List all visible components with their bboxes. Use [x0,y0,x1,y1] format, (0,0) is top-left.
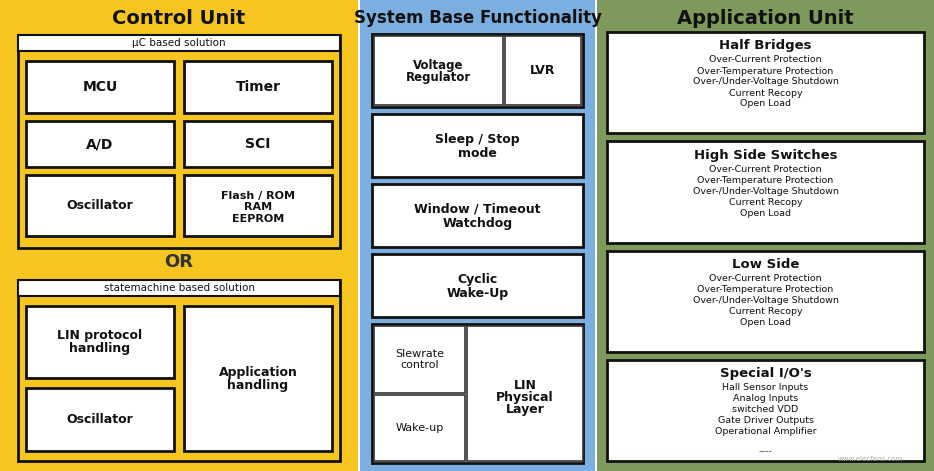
Text: Over-Temperature Protection: Over-Temperature Protection [698,176,834,185]
Text: Application: Application [219,366,297,379]
Text: Sleep / Stop: Sleep / Stop [435,133,520,146]
Bar [18,280,340,461]
Bar [597,0,934,471]
Text: Oscillator: Oscillator [66,413,134,426]
Bar [26,61,174,113]
Bar [607,32,924,133]
Text: System Base Functionality: System Base Functionality [353,9,601,27]
Bar [26,388,174,451]
Bar [184,61,332,113]
Bar [467,326,583,461]
Text: A/D: A/D [86,137,114,151]
Text: Control Unit: Control Unit [112,8,246,27]
Bar [18,280,340,296]
Text: Over-/Under-Voltage Shutdown: Over-/Under-Voltage Shutdown [693,296,839,305]
Text: OR: OR [164,253,193,271]
Text: handling: handling [228,379,289,392]
Text: Low Side: Low Side [732,258,800,271]
Text: LIN: LIN [514,379,536,392]
Bar [504,36,581,105]
Text: Gate Driver Outputs: Gate Driver Outputs [717,416,814,425]
Text: LVR: LVR [531,64,556,77]
Text: Current Recopy: Current Recopy [729,307,802,316]
Bar [18,35,340,51]
Text: Oscillator: Oscillator [66,199,134,212]
Text: Wake-up: Wake-up [395,423,444,433]
Bar [26,121,174,167]
Bar [360,0,595,471]
Bar [372,254,583,317]
Text: Regulator: Regulator [405,71,471,84]
Bar [374,395,465,461]
Bar [184,175,332,236]
Text: μC based solution: μC based solution [133,38,226,48]
Bar [374,326,465,392]
Text: Analog Inputs: Analog Inputs [733,394,799,403]
Bar [607,251,924,352]
Text: Over-/Under-Voltage Shutdown: Over-/Under-Voltage Shutdown [693,78,839,87]
Bar [372,114,583,177]
Text: MCU: MCU [82,80,118,94]
Text: Application Unit: Application Unit [677,8,854,27]
Text: www.elecfans.com: www.elecfans.com [838,456,902,462]
Bar [607,360,924,461]
Text: Operational Amplifier: Operational Amplifier [715,427,816,436]
Text: Timer: Timer [235,80,280,94]
Text: mode: mode [458,147,497,160]
Bar [18,35,340,248]
Text: Voltage: Voltage [413,59,463,72]
Text: SCI: SCI [246,137,271,151]
Text: RAM: RAM [244,203,272,212]
Text: handling: handling [69,342,131,356]
Text: Open Load: Open Load [740,99,791,108]
Bar [0,0,358,471]
Text: LIN protocol: LIN protocol [57,329,143,342]
Text: Wake-Up: Wake-Up [446,287,508,300]
Bar [184,121,332,167]
Bar [372,324,583,463]
Text: switched VDD: switched VDD [732,405,799,414]
Text: Current Recopy: Current Recopy [729,198,802,207]
Text: EEPROM: EEPROM [232,213,284,224]
Text: Over-Temperature Protection: Over-Temperature Protection [698,285,834,294]
Text: Over-/Under-Voltage Shutdown: Over-/Under-Voltage Shutdown [693,187,839,196]
Text: Over-Current Protection: Over-Current Protection [709,274,822,283]
Text: Half Bridges: Half Bridges [719,40,812,52]
Text: Current Recopy: Current Recopy [729,89,802,97]
Text: Open Load: Open Load [740,209,791,218]
Text: control: control [400,360,439,370]
Text: Open Load: Open Load [740,318,791,327]
Text: Window / Timeout: Window / Timeout [415,203,541,216]
Bar [372,34,583,107]
Text: Over-Current Protection: Over-Current Protection [709,165,822,174]
Bar [184,306,332,451]
Text: Hall Sensor Inputs: Hall Sensor Inputs [722,383,809,392]
Bar [607,141,924,243]
Bar [374,36,502,105]
Text: statemachine based solution: statemachine based solution [104,283,254,293]
Text: Flash / ROM: Flash / ROM [221,192,295,202]
Text: Physical: Physical [496,391,554,404]
Text: Special I/O's: Special I/O's [719,367,812,380]
Text: Watchdog: Watchdog [443,217,513,230]
Bar [26,306,174,378]
Text: Slewrate: Slewrate [395,349,444,359]
Bar [372,184,583,247]
Text: High Side Switches: High Side Switches [694,149,837,162]
Text: Over-Temperature Protection: Over-Temperature Protection [698,66,834,75]
Text: ----: ---- [758,446,772,456]
Text: Cyclic: Cyclic [458,273,498,286]
Text: Over-Current Protection: Over-Current Protection [709,56,822,65]
Bar [26,175,174,236]
Text: Layer: Layer [505,403,545,416]
